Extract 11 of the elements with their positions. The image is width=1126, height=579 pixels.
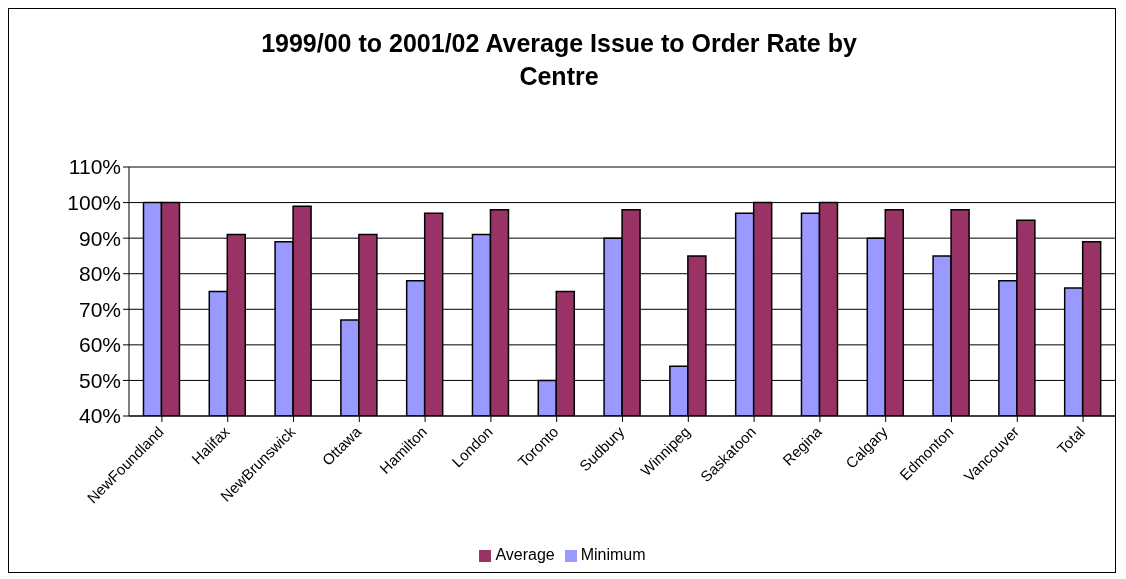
y-tick-label: 90% — [78, 226, 121, 250]
y-tick-label: 50% — [78, 368, 121, 392]
y-tick-label: 100% — [67, 191, 121, 215]
legend-label: Minimum — [580, 546, 646, 563]
y-tick-label: 40% — [78, 404, 121, 428]
y-tick-label: 80% — [78, 262, 121, 286]
y-tick-label: 70% — [78, 297, 121, 321]
y-tick-label: 60% — [78, 333, 121, 357]
y-tick-label: 110% — [68, 155, 121, 179]
chart-title: 1999/00 to 2001/02 Average Issue to Order Rate by Centre — [260, 28, 858, 92]
legend-label: Average — [495, 546, 555, 563]
